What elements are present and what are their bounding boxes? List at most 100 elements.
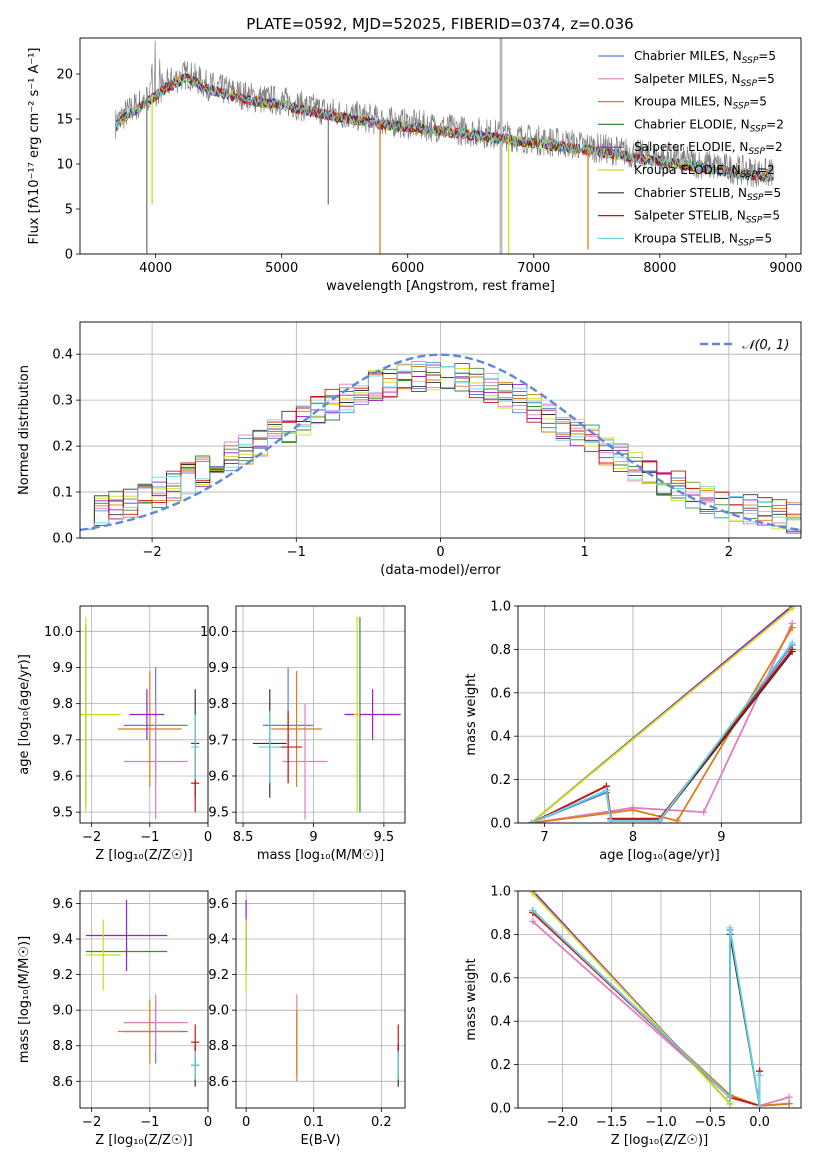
x-tick-label: 9	[717, 830, 725, 845]
x-tick-label: 1	[581, 545, 589, 560]
x-tick-label: 0	[242, 1115, 250, 1130]
y-tick-label: 9.5	[208, 806, 229, 821]
x-tick-label: 7000	[517, 261, 550, 276]
x-tick-label: 9	[309, 830, 317, 845]
x-tick-label: 0	[204, 1115, 212, 1130]
y-tick-label: 9.4	[52, 933, 73, 948]
y-tick-label: 0.2	[490, 773, 511, 788]
plot-area	[114, 38, 774, 254]
weight-line-kroupa_elodie	[532, 892, 731, 1105]
y-tick-label: 0.1	[52, 486, 73, 501]
y-tick-label: 0.0	[490, 1102, 511, 1117]
y-tick-label: 10.0	[44, 625, 73, 640]
panels: 4000 5000 6000 7000 8000 900005101520waveleng…	[17, 37, 802, 1148]
y-tick-label: 9.8	[208, 697, 229, 712]
y-axis-label: Flux [fλ10⁻¹⁷ erg cm⁻² s⁻¹ A⁻¹]	[27, 48, 42, 245]
y-tick-label: 9.6	[52, 897, 73, 912]
y-tick-label: 1.0	[490, 885, 511, 900]
legend-label-tail: =2	[757, 163, 775, 177]
x-tick-label: 8	[629, 830, 637, 845]
weight-line-kroupa_stelib	[530, 642, 793, 823]
legend-label-salpeter_miles: Salpeter MILES, NSSP=5	[634, 72, 775, 89]
y-tick-label: 0.2	[52, 440, 73, 455]
y-tick-label: 9.6	[208, 769, 229, 784]
legend-label-chabrier_elodie: Chabrier ELODIE, NSSP=2	[634, 117, 784, 134]
x-tick-label: 0	[204, 830, 212, 845]
plot-area	[529, 891, 793, 1108]
plot-area	[80, 616, 200, 820]
y-tick-label: 1.0	[490, 600, 511, 615]
legend-label-chabrier_miles: Chabrier MILES, NSSP=5	[634, 49, 776, 66]
legend-label-salpeter_elodie: Salpeter ELODIE, NSSP=2	[634, 140, 783, 157]
legend-subscript: SSP	[742, 56, 759, 66]
axes-frame	[79, 605, 209, 824]
x-tick-label: −2.0	[547, 1115, 579, 1130]
y-tick-label: 0.4	[490, 730, 511, 745]
y-tick-label: 15	[56, 113, 73, 128]
legend-subscript: SSP	[741, 170, 758, 180]
y-tick-label: 20	[56, 68, 73, 83]
x-tick-label: −1	[287, 545, 306, 560]
x-tick-label: 9000	[769, 261, 802, 276]
legend-label-salpeter_stelib: Salpeter STELIB, NSSP=5	[634, 209, 780, 226]
y-tick-label: 9.5	[52, 806, 73, 821]
plot-area	[85, 899, 200, 1087]
x-axis-label: (data-model)/error	[380, 563, 501, 578]
weight-line-chabrier_stelib	[532, 909, 761, 1107]
legend-label-kroupa_elodie: Kroupa ELODIE, NSSP=2	[634, 163, 775, 180]
y-tick-label: 9.6	[208, 897, 229, 912]
y-tick-label: 9.0	[208, 1004, 229, 1019]
legend-label-tail: =2	[765, 140, 783, 154]
weight-line-chabrier_stelib	[530, 651, 793, 823]
y-tick-label: 10	[56, 158, 73, 173]
y-tick-label: 9.2	[208, 968, 229, 983]
weight-line-kroupa_elodie	[530, 607, 793, 823]
legend-label-tail: =5	[754, 231, 772, 245]
x-tick-label: −1.0	[645, 1115, 677, 1130]
x-tick-label: 8000	[643, 261, 676, 276]
legend-subscript: SSP	[750, 124, 767, 134]
mass_vs_ebv-panel: 0 0.1 0.2 8.6 8.8 9.0 9.2 9.4 9.6 E(B-V)	[208, 890, 406, 1148]
x-axis-label: age [log₁₀(age/yr)]	[599, 848, 720, 863]
y-tick-label: 9.7	[208, 733, 229, 748]
legend-subscript: SSP	[738, 238, 755, 248]
x-tick-label: 0	[436, 545, 444, 560]
age_vs_Z-panel: −2 −1 0 9.5 9.6 9.7 9.8 9.9 10.0 Z [log₁₀(Z/Z☉)] a…	[17, 605, 212, 863]
x-tick-label: −2	[82, 830, 101, 845]
y-tick-label: 9.9	[52, 661, 73, 676]
mass_weight_vs_age-panel: 7 8 9 0.0 0.2 0.4 0.6 0.8 1.0 age [log₁₀(age/yr)]…	[464, 600, 802, 863]
y-tick-label: 9.0	[52, 1004, 73, 1019]
legend-subscript: SSP	[747, 192, 764, 202]
x-tick-label: 4000	[139, 261, 172, 276]
y-tick-label: 9.7	[52, 733, 73, 748]
x-axis-label: mass [log₁₀(M/M☉)]	[257, 848, 384, 863]
y-tick-label: 9.6	[52, 769, 73, 784]
x-tick-label: 2	[725, 545, 733, 560]
age_vs_mass-panel: 8.5 9 9.5 9.5 9.6 9.7 9.8 9.9 10.0 mass [log₁₀(M/…	[200, 605, 406, 863]
y-tick-label: 0.8	[490, 928, 511, 943]
legend-label-tail: =2	[766, 117, 784, 131]
y-axis-label: mass [log₁₀(M/M☉)]	[17, 936, 32, 1063]
figure-title: PLATE=0592, MJD=52025, FIBERID=0374, z=0…	[246, 15, 633, 33]
x-tick-label: 8.5	[233, 830, 254, 845]
spectrum-panel: 4000 5000 6000 7000 8000 9000 0 5 10 15 20 waveleng…	[27, 37, 802, 294]
x-tick-label: 0.1	[303, 1115, 324, 1130]
x-tick-label: 0.2	[371, 1115, 392, 1130]
model-spectrum-kroupa_stelib	[114, 73, 774, 182]
plot-area	[80, 353, 801, 534]
legend-label-kroupa_stelib: Kroupa STELIB, NSSP=5	[634, 231, 772, 248]
mass_vs_Z-panel: −2 −1 0 8.6 8.8 9.0 9.2 9.4 9.6 Z [log₁₀(Z/Z☉)] ma…	[17, 890, 212, 1148]
y-tick-label: 9.4	[208, 933, 229, 948]
x-tick-label: −0.5	[694, 1115, 726, 1130]
y-tick-label: 0.6	[490, 971, 511, 986]
residual_histograms-panel: −2 −1 0 1 2 0.0 0.1 0.2 0.3 0.4 (data-model)/error…	[17, 321, 802, 578]
x-tick-label: 0.0	[749, 1115, 770, 1130]
x-tick-label: 6000	[391, 261, 424, 276]
weight-line-salpeter_miles	[531, 623, 794, 823]
y-axis-label: Normed distribution	[17, 365, 32, 495]
y-tick-label: 9.2	[52, 968, 73, 983]
legend-label-tail: =5	[762, 209, 780, 223]
histogram-salpeter_stelib	[80, 373, 801, 530]
legend-label-tail: =5	[757, 72, 775, 86]
